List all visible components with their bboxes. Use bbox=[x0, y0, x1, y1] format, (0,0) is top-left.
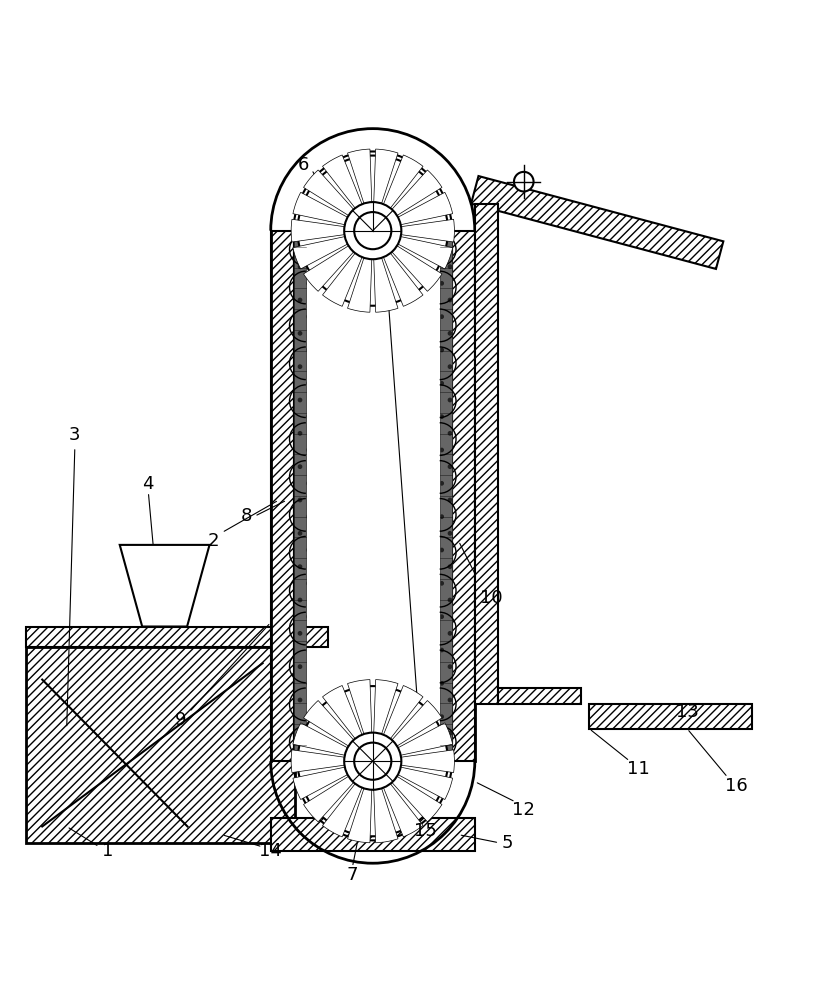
Wedge shape bbox=[323, 231, 373, 306]
Bar bbox=[293, 231, 305, 761]
Wedge shape bbox=[373, 231, 423, 306]
Wedge shape bbox=[373, 231, 398, 312]
Text: 8: 8 bbox=[241, 507, 252, 525]
Polygon shape bbox=[471, 176, 723, 269]
Wedge shape bbox=[373, 723, 453, 761]
Bar bbox=[498, 688, 581, 704]
Circle shape bbox=[354, 212, 391, 249]
Text: 9: 9 bbox=[175, 711, 187, 729]
Circle shape bbox=[344, 202, 401, 259]
Text: 4: 4 bbox=[143, 475, 154, 493]
Wedge shape bbox=[323, 686, 373, 761]
Bar bbox=[271, 818, 475, 851]
Text: 5: 5 bbox=[502, 834, 514, 852]
Bar bbox=[26, 627, 328, 647]
Polygon shape bbox=[120, 545, 210, 627]
Bar bbox=[475, 204, 498, 704]
Text: 12: 12 bbox=[513, 801, 535, 819]
Wedge shape bbox=[373, 231, 453, 269]
Wedge shape bbox=[323, 155, 373, 231]
Wedge shape bbox=[373, 170, 442, 231]
Text: 3: 3 bbox=[69, 426, 80, 444]
Wedge shape bbox=[304, 170, 373, 231]
Wedge shape bbox=[373, 761, 423, 837]
Bar bbox=[440, 231, 452, 761]
Text: 15: 15 bbox=[414, 822, 437, 840]
Wedge shape bbox=[347, 149, 373, 231]
Wedge shape bbox=[291, 750, 373, 773]
Wedge shape bbox=[323, 761, 373, 837]
Wedge shape bbox=[373, 750, 455, 773]
Text: 16: 16 bbox=[725, 777, 748, 795]
Wedge shape bbox=[373, 761, 453, 800]
Wedge shape bbox=[293, 231, 373, 269]
Text: 6: 6 bbox=[297, 156, 309, 174]
Bar bbox=[452, 231, 475, 761]
Wedge shape bbox=[373, 686, 423, 761]
Wedge shape bbox=[293, 723, 373, 761]
Wedge shape bbox=[347, 231, 373, 312]
Bar bbox=[589, 704, 753, 729]
Wedge shape bbox=[373, 155, 423, 231]
Wedge shape bbox=[304, 231, 373, 291]
Wedge shape bbox=[291, 219, 373, 242]
Circle shape bbox=[344, 733, 401, 790]
Text: 1: 1 bbox=[102, 842, 113, 860]
Wedge shape bbox=[373, 761, 398, 843]
Text: 13: 13 bbox=[676, 703, 699, 721]
Bar bbox=[271, 231, 293, 761]
Text: 10: 10 bbox=[480, 589, 502, 607]
Wedge shape bbox=[293, 192, 373, 231]
Wedge shape bbox=[373, 231, 442, 291]
Text: 7: 7 bbox=[346, 866, 358, 884]
Wedge shape bbox=[304, 761, 373, 822]
Wedge shape bbox=[373, 680, 398, 761]
Wedge shape bbox=[373, 192, 453, 231]
Wedge shape bbox=[373, 761, 442, 822]
Wedge shape bbox=[373, 149, 398, 231]
Circle shape bbox=[297, 156, 448, 306]
Wedge shape bbox=[347, 680, 373, 761]
Circle shape bbox=[354, 743, 391, 780]
Circle shape bbox=[297, 686, 448, 836]
Wedge shape bbox=[373, 701, 442, 761]
Circle shape bbox=[514, 172, 533, 191]
Wedge shape bbox=[293, 761, 373, 800]
Wedge shape bbox=[347, 761, 373, 843]
Wedge shape bbox=[304, 701, 373, 761]
Text: 14: 14 bbox=[260, 842, 283, 860]
Wedge shape bbox=[373, 219, 455, 242]
Text: 2: 2 bbox=[208, 532, 219, 550]
Bar bbox=[26, 647, 295, 843]
Text: 11: 11 bbox=[627, 760, 649, 778]
